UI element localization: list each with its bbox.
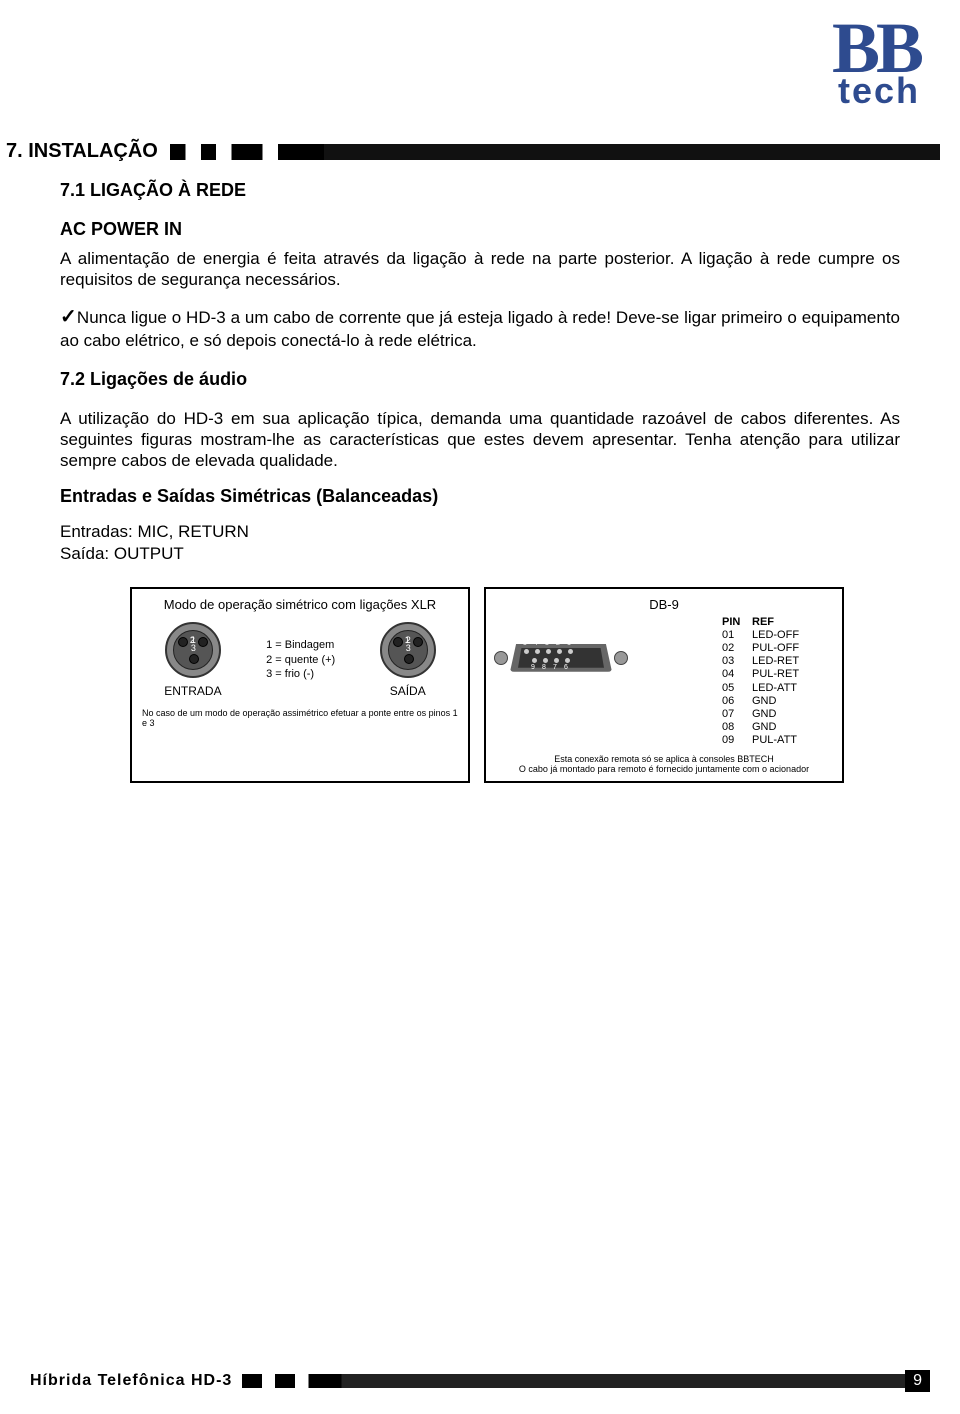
heading-7-1: 7.1 LIGAÇÃO À REDE — [60, 180, 900, 201]
xlr-saida: 1 2 3 SAÍDA — [380, 622, 436, 698]
xlr-footnote: No caso de um modo de operação assimétri… — [142, 708, 458, 728]
subhead-ac-power: AC POWER IN — [60, 219, 900, 240]
pin-table-row: 03LED-RET — [722, 655, 832, 668]
xlr-entrada-shell: 1 2 3 — [165, 622, 221, 678]
pin-table-head: PIN REF — [722, 616, 832, 629]
outputs-line: Saída: OUTPUT — [60, 543, 900, 565]
pin-head-ref: REF — [752, 616, 832, 629]
db9-pin: 8 — [543, 658, 548, 663]
section-title: 7. INSTALAÇÃO — [0, 140, 164, 163]
para-7-1-b: ✓Nunca ligue o HD-3 a um cabo de corrent… — [60, 305, 900, 351]
page-content: 7.1 LIGAÇÃO À REDE AC POWER IN A aliment… — [60, 180, 900, 783]
xlr-pin — [198, 637, 208, 647]
xlr-pin — [413, 637, 423, 647]
xlr-pin — [404, 654, 414, 664]
db9-pin: 3 — [546, 649, 551, 654]
pin-table-row: 05LED-ATT — [722, 682, 832, 695]
db9-foot-2: O cabo já montado para remoto é fornecid… — [496, 764, 832, 775]
db9-foot-1: Esta conexão remota só se aplica à conso… — [496, 754, 832, 765]
diagram-row: Modo de operação simétrico com ligações … — [130, 587, 900, 783]
legend-2: 2 = quente (+) — [266, 653, 335, 667]
xlr-saida-inner: 1 2 3 — [388, 630, 428, 670]
xlr-pin-3-label: 3 — [191, 643, 196, 653]
xlr-entrada-label: ENTRADA — [164, 684, 221, 698]
section-decor-bar — [170, 144, 940, 160]
heading-7-2: 7.2 Ligações de áudio — [60, 369, 900, 390]
db9-pin: 2 — [557, 649, 562, 654]
footer-decor-bar — [242, 1374, 905, 1388]
db9-pin: 1 — [568, 649, 573, 654]
page-number: 9 — [905, 1370, 930, 1392]
brand-logo: BB tech — [760, 20, 920, 112]
para-7-2-a: A utilização do HD-3 em sua aplicação tí… — [60, 408, 900, 472]
db9-footnote: Esta conexão remota só se aplica à conso… — [496, 754, 832, 776]
xlr-row: 1 2 3 ENTRADA 1 = Bindagem 2 = quente (+… — [142, 622, 458, 698]
footer-title: Híbrida Telefônica HD-3 — [30, 1372, 232, 1390]
xlr-pin — [178, 637, 188, 647]
db9-pins-top: 5 4 3 2 1 — [524, 649, 573, 654]
xlr-pin-legend: 1 = Bindagem 2 = quente (+) 3 = frio (-) — [266, 638, 335, 681]
db9-pin: 6 — [565, 658, 570, 663]
xlr-s-pin-3-label: 3 — [406, 643, 411, 653]
pin-table-row: 04PUL-RET — [722, 668, 832, 681]
pin-table-row: 09PUL-ATT — [722, 734, 832, 747]
pin-table-row: 08GND — [722, 721, 832, 734]
section-header: 7. INSTALAÇÃO — [0, 140, 960, 163]
xlr-box-title: Modo de operação simétrico com ligações … — [142, 597, 458, 612]
db9-pins-bot: 9 8 7 6 — [532, 658, 570, 663]
bold-balanced: Entradas e Saídas Simétricas (Balanceada… — [60, 486, 900, 507]
pin-table-row: 06GND — [722, 695, 832, 708]
db9-pin: 7 — [554, 658, 559, 663]
page-footer: Híbrida Telefônica HD-3 9 — [30, 1370, 930, 1392]
xlr-diagram-box: Modo de operação simétrico com ligações … — [130, 587, 470, 783]
pin-table-row: 02PUL-OFF — [722, 642, 832, 655]
legend-1: 1 = Bindagem — [266, 638, 335, 652]
legend-3: 3 = frio (-) — [266, 667, 335, 681]
inputs-line: Entradas: MIC, RETURN — [60, 521, 900, 543]
xlr-saida-shell: 1 2 3 — [380, 622, 436, 678]
xlr-saida-label: SAÍDA — [380, 684, 436, 698]
db9-diagram-box: DB-9 5 4 3 2 1 9 8 — [484, 587, 844, 783]
pin-table-row: 01LED-OFF — [722, 629, 832, 642]
db9-title: DB-9 — [496, 597, 832, 612]
xlr-pin — [393, 637, 403, 647]
db9-row: 5 4 3 2 1 9 8 7 6 PIN — [496, 616, 832, 748]
db9-screw-left — [494, 651, 508, 665]
db9-screw-right — [614, 651, 628, 665]
para-7-1-b-text: Nunca ligue o HD-3 a um cabo de corrente… — [60, 308, 900, 350]
para-7-1-a: A alimentação de energia é feita através… — [60, 248, 900, 291]
xlr-entrada-inner: 1 2 3 — [173, 630, 213, 670]
db9-connector: 5 4 3 2 1 9 8 7 6 — [496, 636, 626, 680]
xlr-entrada: 1 2 3 ENTRADA — [164, 622, 221, 698]
db9-pin: 9 — [532, 658, 537, 663]
db9-pin: 5 — [524, 649, 529, 654]
pin-head-pin: PIN — [722, 616, 752, 629]
db9-pin-table: PIN REF 01LED-OFF 02PUL-OFF 03LED-RET 04… — [722, 616, 832, 748]
check-icon: ✓ — [60, 306, 77, 328]
db9-pin: 4 — [535, 649, 540, 654]
logo-bottom-text: tech — [760, 70, 920, 112]
pin-table-row: 07GND — [722, 708, 832, 721]
xlr-pin — [189, 654, 199, 664]
